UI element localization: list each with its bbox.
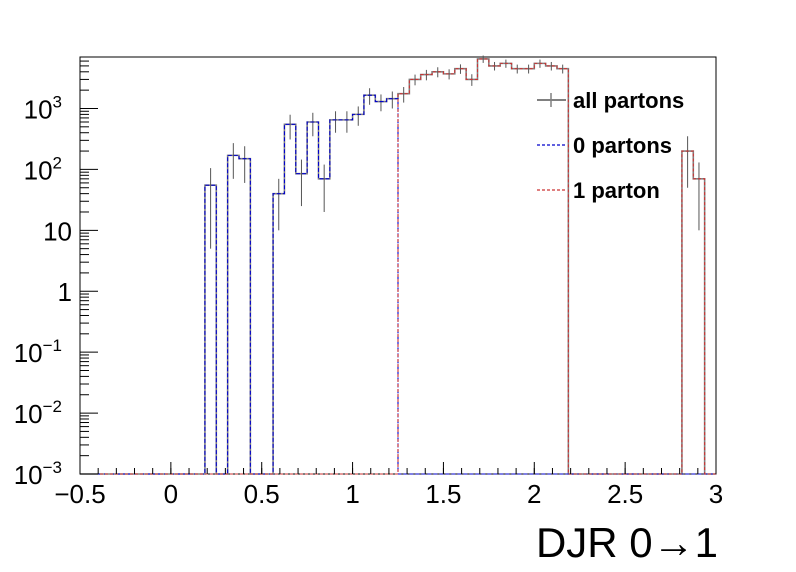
legend-label: 1 parton: [573, 178, 660, 203]
y-tick-label: 103: [24, 92, 62, 124]
y-tick-exponent: 3: [53, 92, 62, 111]
legend-label: 0 partons: [573, 133, 672, 158]
x-tick-label: −0.5: [54, 479, 105, 509]
legend-label: all partons: [573, 88, 684, 113]
x-tick-label: 3: [709, 479, 723, 509]
y-tick-exponent: −3: [43, 458, 62, 477]
y-tick-label: 10−2: [14, 397, 62, 429]
legend: all partons 0 partons 1 parton: [537, 88, 684, 203]
x-tick-label: 1.5: [425, 479, 461, 509]
x-tick-label: 2: [527, 479, 541, 509]
y-tick-exponent: −1: [43, 336, 62, 355]
histogram-line: [80, 58, 716, 475]
y-tick-label: 102: [24, 153, 62, 185]
x-tick-label: 2.5: [607, 479, 643, 509]
y-tick-label: 10−1: [14, 336, 62, 368]
series-1-parton: [80, 58, 716, 475]
series-layer: [80, 55, 716, 475]
x-axis-label: DJR 0→1: [536, 519, 718, 566]
y-tick-label: 10: [43, 216, 72, 246]
y-tick-label: 1: [58, 277, 72, 307]
x-tick-label: 0.5: [244, 479, 280, 509]
y-tick-exponent: 2: [53, 153, 62, 172]
y-tick-exponent: −2: [43, 397, 62, 416]
x-tick-label: 0: [164, 479, 178, 509]
x-tick-label: 1: [345, 479, 359, 509]
